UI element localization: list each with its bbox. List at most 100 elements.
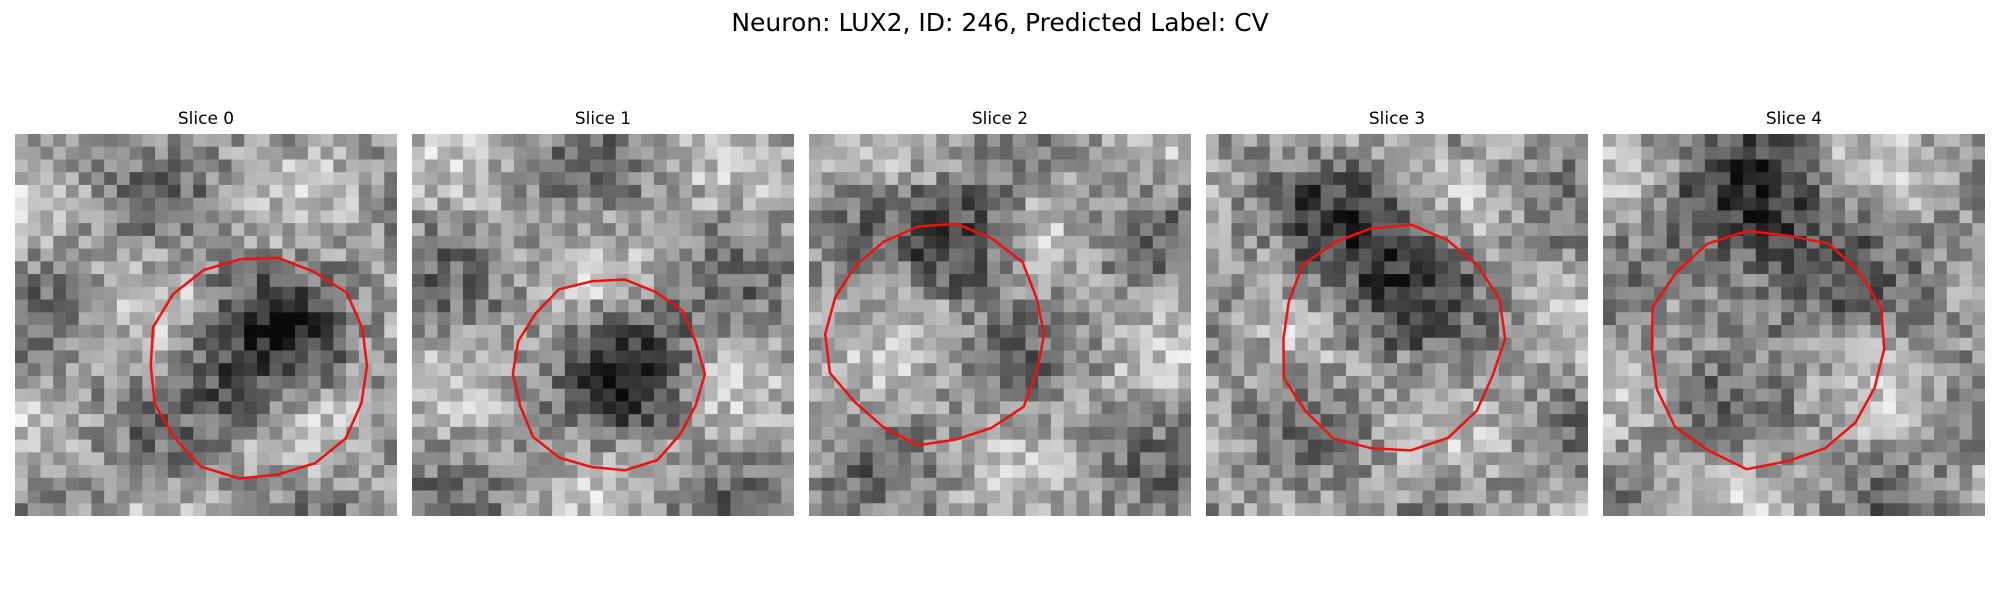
pixel	[372, 198, 385, 211]
pixel	[463, 503, 476, 516]
pixel	[1858, 491, 1871, 504]
pixel	[333, 185, 346, 198]
pixel	[1692, 363, 1705, 376]
pixel	[1883, 236, 1896, 249]
pixel	[1064, 465, 1077, 478]
pixel	[1166, 249, 1179, 262]
pixel	[1667, 440, 1680, 453]
pixel	[552, 478, 565, 491]
pixel	[372, 338, 385, 351]
pixel	[873, 134, 886, 147]
pixel	[679, 172, 692, 185]
pixel	[450, 287, 463, 300]
pixel	[193, 159, 206, 172]
pixel	[679, 478, 692, 491]
pixel	[53, 465, 66, 478]
pixel	[1524, 134, 1537, 147]
pixel	[1333, 198, 1346, 211]
pixel	[527, 249, 540, 262]
pixel	[28, 465, 41, 478]
pixel	[781, 172, 794, 185]
pixel	[282, 478, 295, 491]
pixel	[476, 172, 489, 185]
pixel	[1705, 401, 1718, 414]
pixel	[1076, 363, 1089, 376]
pixel	[936, 274, 949, 287]
pixel	[911, 350, 924, 363]
pixel	[1934, 465, 1947, 478]
pixel	[1282, 159, 1295, 172]
pixel	[1076, 300, 1089, 313]
pixel	[1909, 350, 1922, 363]
pixel	[91, 401, 104, 414]
pixel	[769, 185, 782, 198]
pixel	[1909, 147, 1922, 160]
pixel	[1486, 249, 1499, 262]
pixel	[1641, 401, 1654, 414]
pixel	[809, 350, 822, 363]
pixel	[463, 236, 476, 249]
pixel	[578, 159, 591, 172]
pixel	[565, 210, 578, 223]
pixel	[1333, 350, 1346, 363]
pixel	[1448, 172, 1461, 185]
pixel	[1206, 452, 1219, 465]
pixel	[705, 338, 718, 351]
pixel	[1616, 210, 1629, 223]
pixel	[1102, 159, 1115, 172]
pixel	[1781, 312, 1794, 325]
pixel	[1947, 185, 1960, 198]
pixel	[117, 210, 130, 223]
pixel	[425, 350, 438, 363]
pixel	[1845, 350, 1858, 363]
pixel	[578, 440, 591, 453]
pixel	[282, 325, 295, 338]
pixel	[1512, 465, 1525, 478]
pixel	[1960, 338, 1973, 351]
pixel	[756, 414, 769, 427]
pixel	[295, 376, 308, 389]
pixel	[822, 401, 835, 414]
pixel	[270, 427, 283, 440]
pixel	[975, 465, 988, 478]
pixel	[1486, 491, 1499, 504]
pixel	[1575, 414, 1588, 427]
pixel	[15, 414, 28, 427]
pixel	[539, 338, 552, 351]
pixel	[1524, 389, 1537, 402]
pixel	[1896, 478, 1909, 491]
pixel	[873, 376, 886, 389]
pixel	[603, 198, 616, 211]
pixel	[1153, 223, 1166, 236]
pixel	[425, 503, 438, 516]
pixel	[437, 147, 450, 160]
pixel	[1537, 147, 1550, 160]
pixel	[1769, 185, 1782, 198]
pixel	[1667, 236, 1680, 249]
pixel	[1972, 503, 1985, 516]
pixel	[1282, 503, 1295, 516]
pixel	[1960, 465, 1973, 478]
pixel	[1603, 503, 1616, 516]
pixel	[308, 338, 321, 351]
pixel	[1883, 274, 1896, 287]
pixel	[1333, 401, 1346, 414]
pixel	[117, 401, 130, 414]
pixel	[730, 134, 743, 147]
pixel	[603, 249, 616, 262]
pixel	[1473, 376, 1486, 389]
pixel	[692, 147, 705, 160]
pixel	[1947, 287, 1960, 300]
pixel	[975, 478, 988, 491]
pixel	[603, 452, 616, 465]
pixel	[1845, 376, 1858, 389]
pixel	[193, 147, 206, 160]
pixel	[40, 376, 53, 389]
pixel	[936, 363, 949, 376]
pixel	[911, 338, 924, 351]
pixel	[1575, 185, 1588, 198]
pixel	[1794, 312, 1807, 325]
pixel	[1896, 249, 1909, 262]
pixel	[15, 363, 28, 376]
pixel	[1435, 401, 1448, 414]
